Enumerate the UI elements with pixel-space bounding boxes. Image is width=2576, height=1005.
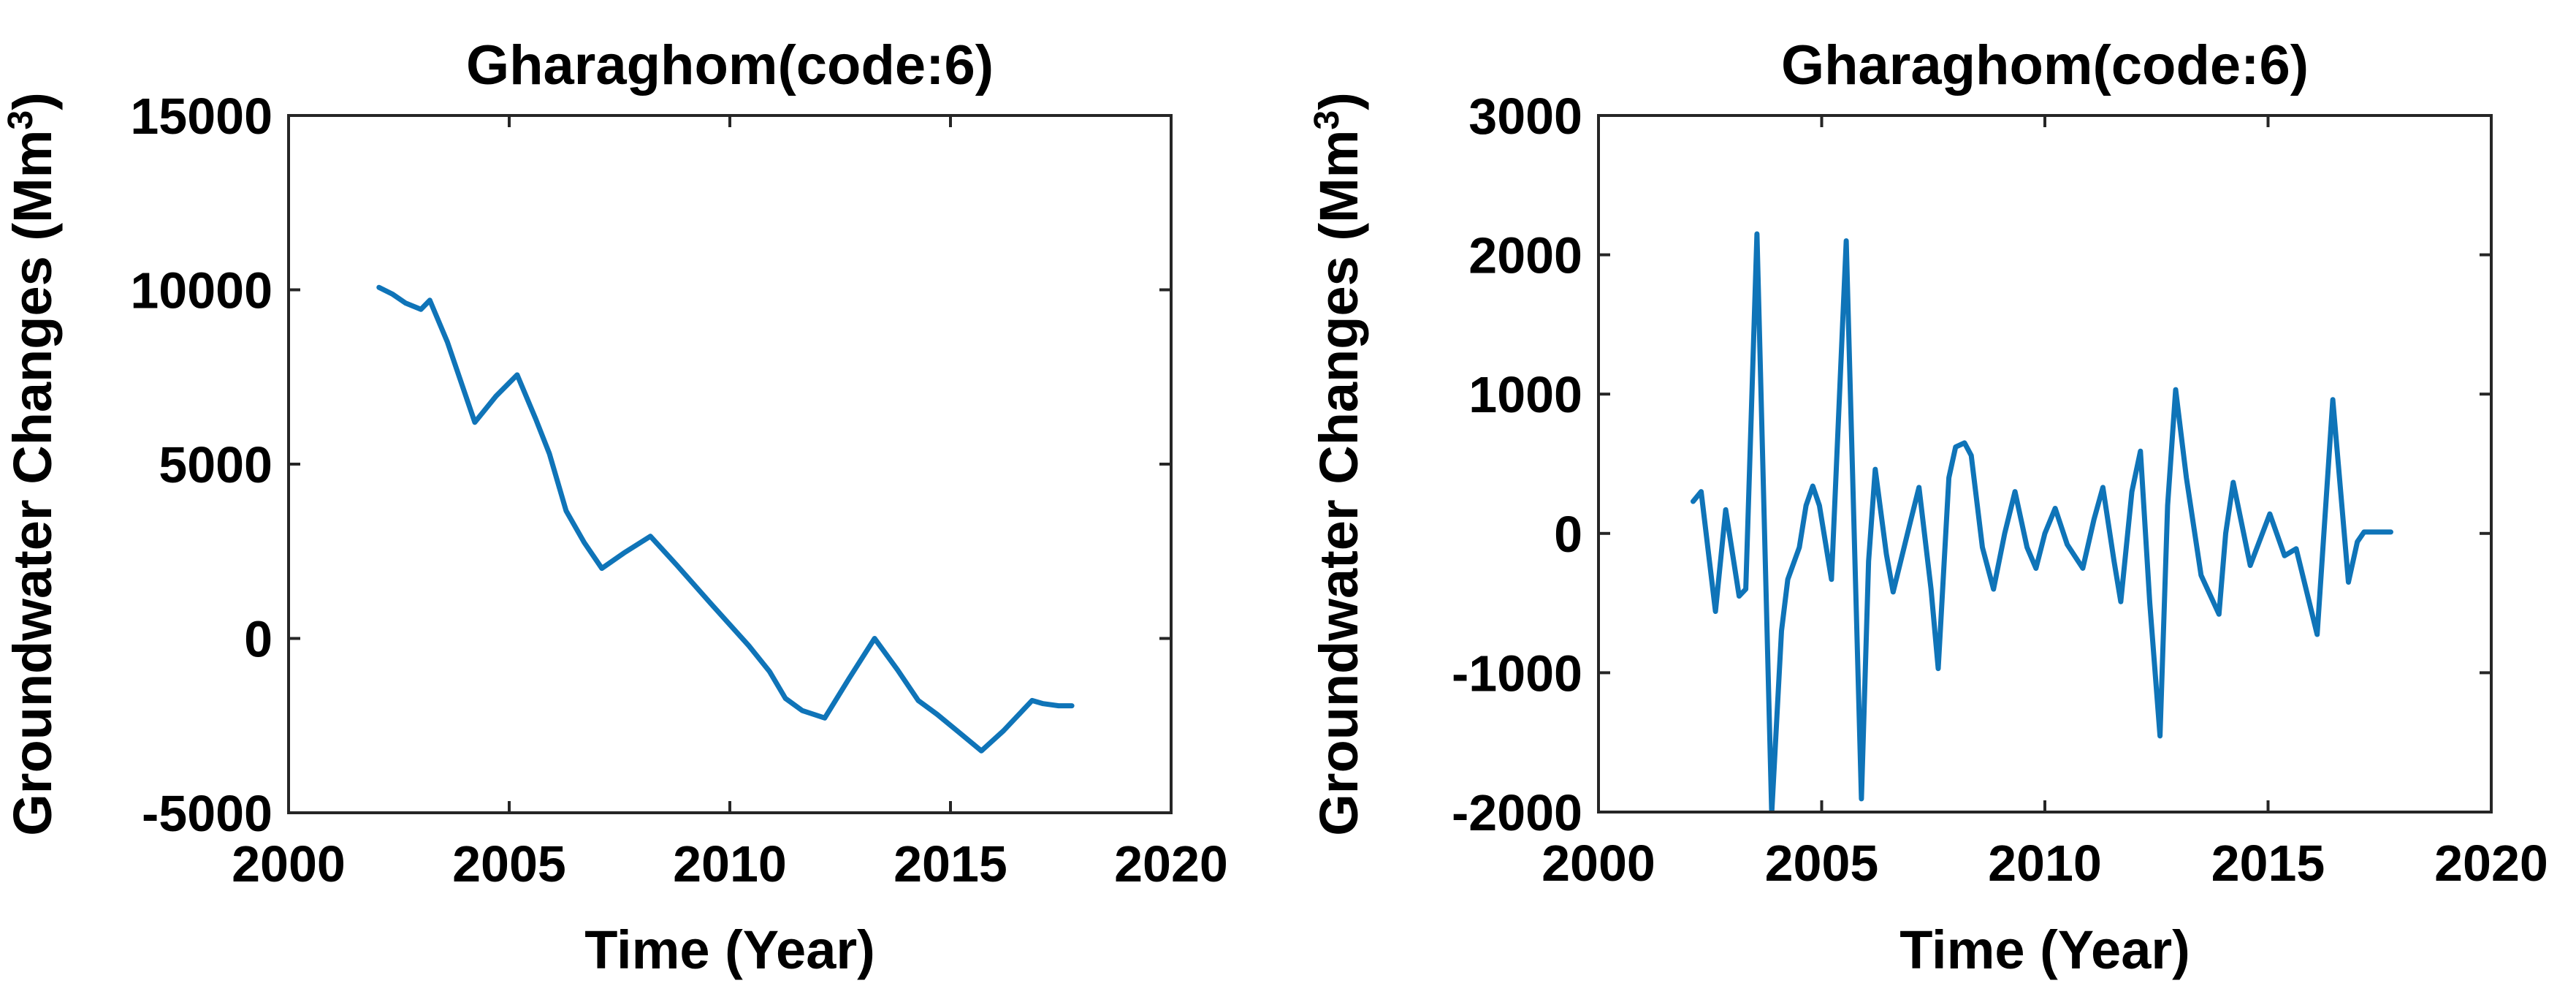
right-plot-ticks bbox=[1597, 114, 2493, 814]
right-xtick-label: 2005 bbox=[1765, 835, 1879, 892]
left-ytick-label: 5000 bbox=[159, 436, 273, 493]
left-plot-box bbox=[287, 114, 1173, 814]
right-ytick-label: -2000 bbox=[1452, 784, 1582, 841]
right-ytick-label: 0 bbox=[1554, 506, 1582, 563]
right-plot: Gharaghom(code:6) 2000 2005 2010 2015 2020 -2… bbox=[1308, 34, 2548, 980]
right-ytick-label: 3000 bbox=[1468, 88, 1582, 145]
left-plot-ticks bbox=[287, 114, 1173, 814]
left-ylabel-text: Groundwater Changes (Mm bbox=[2, 130, 63, 836]
right-xaxis-label: Time (Year) bbox=[1899, 919, 2190, 980]
left-xaxis-label: Time (Year) bbox=[584, 919, 875, 980]
left-plot-title: Gharaghom(code:6) bbox=[466, 34, 994, 96]
left-series-line bbox=[376, 284, 1075, 754]
right-ylabel-close-paren: ) bbox=[1308, 92, 1369, 110]
left-ylabel-close-paren: ) bbox=[2, 92, 63, 110]
right-plot-title: Gharaghom(code:6) bbox=[1781, 34, 2309, 96]
left-xtick-label: 2020 bbox=[1114, 835, 1228, 892]
left-ytick-label: 0 bbox=[244, 611, 273, 668]
left-ytick-label: 15000 bbox=[130, 88, 273, 145]
right-xtick-label: 2020 bbox=[2434, 835, 2548, 892]
right-xtick-label: 2000 bbox=[1542, 835, 1655, 892]
right-ytick-label: 1000 bbox=[1468, 366, 1582, 423]
left-plot: Gharaghom(code:6) 2000 2005 2010 2015 2020 -5… bbox=[1, 34, 1228, 980]
left-yaxis-label: Groundwater Changes (Mm3) bbox=[1, 92, 63, 836]
left-ytick-label: 10000 bbox=[130, 262, 273, 319]
right-xtick-label: 2010 bbox=[1988, 835, 2102, 892]
right-ylabel-text: Groundwater Changes (Mm bbox=[1308, 130, 1369, 836]
left-ylabel-superscript: 3 bbox=[1, 110, 40, 130]
left-xtick-label: 2010 bbox=[673, 835, 787, 892]
right-ytick-label: -1000 bbox=[1452, 645, 1582, 702]
left-xtick-label: 2005 bbox=[452, 835, 566, 892]
left-ytick-label: -5000 bbox=[142, 785, 273, 842]
right-ytick-label: 2000 bbox=[1468, 227, 1582, 284]
right-ylabel-superscript: 3 bbox=[1308, 110, 1346, 130]
left-xtick-label: 2000 bbox=[232, 835, 346, 892]
right-series-line bbox=[1691, 231, 2393, 812]
left-xtick-label: 2015 bbox=[893, 835, 1007, 892]
left-plot-tick-labels: 2000 2005 2010 2015 2020 -5000 0 5000 10000 15000 bbox=[130, 88, 1228, 892]
right-plot-tick-labels: 2000 2005 2010 2015 2020 -2000 -1000 0 1000 2000 3… bbox=[1452, 88, 2548, 892]
right-xtick-label: 2015 bbox=[2211, 835, 2325, 892]
right-plot-box bbox=[1597, 114, 2493, 814]
right-yaxis-label: Groundwater Changes (Mm3) bbox=[1308, 92, 1369, 836]
